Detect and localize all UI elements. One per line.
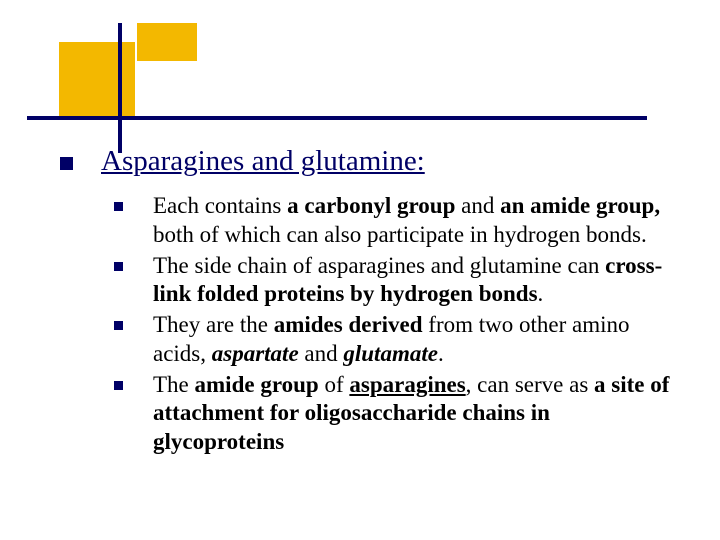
orange-square — [59, 42, 135, 118]
bullet-icon — [114, 321, 123, 330]
bullet-list: Each contains a carbonyl group and an am… — [114, 192, 680, 457]
orange-rect — [137, 23, 197, 61]
bullet-text: Each contains a carbonyl group and an am… — [153, 192, 680, 250]
bullet-icon — [60, 157, 73, 170]
bullet-icon — [114, 202, 123, 211]
bullet-text: The side chain of asparagines and glutam… — [153, 252, 680, 310]
slide-heading: Asparagines and glutamine: — [101, 145, 425, 178]
list-item: They are the amides derived from two oth… — [114, 311, 680, 369]
bullet-text: The amide group of asparagines, can serv… — [153, 371, 680, 457]
list-item: Each contains a carbonyl group and an am… — [114, 192, 680, 250]
bullet-icon — [114, 262, 123, 271]
slide-content: Asparagines and glutamine: Each contains… — [60, 145, 680, 459]
list-item: The amide group of asparagines, can serv… — [114, 371, 680, 457]
vertical-rule — [118, 23, 122, 153]
bullet-text: They are the amides derived from two oth… — [153, 311, 680, 369]
list-item: The side chain of asparagines and glutam… — [114, 252, 680, 310]
bullet-icon — [114, 381, 123, 390]
heading-row: Asparagines and glutamine: — [60, 145, 680, 178]
